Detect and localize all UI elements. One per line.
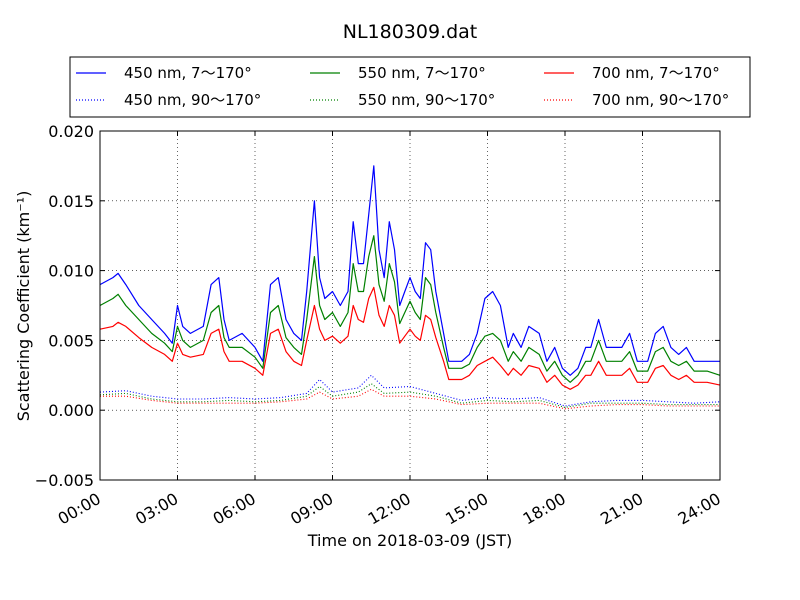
series-layer [99,165,721,410]
y-tick-label: 0.020 [48,122,94,141]
series-line-6 [100,388,720,410]
series-line-5 [99,383,720,408]
y-tick-label: 0.015 [48,192,94,211]
y-tick-label: 0.005 [48,331,94,350]
series-line-2 [99,235,721,383]
y-tick-label: −0.005 [35,471,94,490]
chart-title: NL180309.dat [343,21,478,43]
y-tick-label: 0.000 [48,401,94,420]
legend-label: 550 nm, 90～170° [358,91,495,109]
legend-label: 450 nm, 7～170° [124,64,252,82]
series-line-4 [99,374,721,407]
series-line-3 [99,286,721,390]
y-tick-label: 0.010 [48,262,94,281]
y-axis: −0.005 0.000 0.005 0.010 0.015 0.020 [35,122,720,490]
legend-label: 450 nm, 90～170° [124,91,261,109]
legend: 450 nm, 7～170° 450 nm, 90～170° 550 nm, 7～1… [69,56,751,118]
legend-label: 700 nm, 7～170° [592,64,720,82]
legend-label: 700 nm, 90～170° [592,91,729,109]
y-axis-label: Scattering Coefficient (km⁻¹) [14,191,33,422]
legend-box [69,56,751,118]
legend-label: 550 nm, 7～170° [358,64,486,82]
x-axis-label: Time on 2018-03-09 (JST) [307,531,512,550]
series-line-1 [99,165,720,376]
